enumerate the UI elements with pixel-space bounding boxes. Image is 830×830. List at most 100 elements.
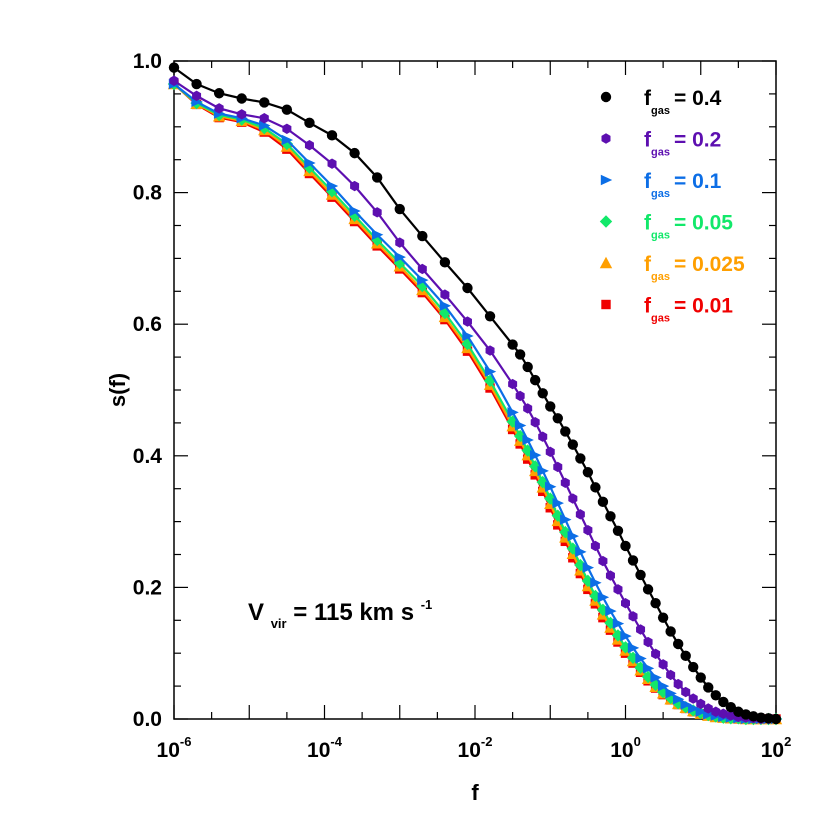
data-point [582,467,594,478]
data-point [688,693,698,704]
data-point [567,439,579,450]
data-point [282,123,292,134]
data-point [650,672,662,683]
data-point [696,698,706,710]
legend-item: fgas= 0.1 [600,170,722,200]
legend-item: fgas= 0.025 [599,253,745,283]
data-point [281,104,293,115]
data-point [484,311,496,322]
data-point [394,251,406,263]
data-point [688,703,700,714]
data-point [601,133,611,144]
data-point [627,642,640,654]
data-point [214,103,224,114]
data-point [575,509,585,520]
data-point [537,465,549,477]
data-point [620,630,632,642]
data-point [600,91,612,103]
data-point [395,237,405,248]
data-point [575,453,586,464]
data-point [536,475,549,489]
data-point [417,274,429,286]
data-point [611,629,625,642]
data-point [612,618,625,629]
data-point [304,157,316,169]
data-point [514,349,526,360]
data-point [514,420,527,431]
data-point [485,345,495,356]
annotation-vvir: V vir = 115 km s -1 [248,597,432,634]
data-point [672,694,685,705]
data-point [371,172,383,183]
legend-item: fgas= 0.2 [601,129,721,159]
data-point [763,713,774,724]
data-point [545,481,557,492]
legend-label: fgas= 0.025 [644,253,745,283]
data-point [394,203,405,215]
data-point [522,361,533,373]
x-tick-label: 10-4 [307,734,343,762]
data-point [703,703,713,714]
data-point [169,75,179,86]
series-2 [169,75,781,725]
data-point [372,207,382,218]
legend: fgas= 0.4 fgas= 0.2 fgas= 0.1 fgas= 0.05 fga… [599,87,745,325]
axis-ticks [173,60,777,720]
data-point [666,669,676,681]
data-point [726,710,736,721]
data-point [417,263,427,275]
data-point [711,706,721,717]
data-point [600,174,613,186]
data-point [529,460,542,473]
data-point [681,686,691,698]
data-point [635,569,646,581]
data-point [641,670,655,684]
data-point [507,407,519,418]
data-point [191,78,202,90]
data-point [703,682,714,693]
data-point [537,388,548,399]
data-point [657,612,669,623]
data-point [523,403,533,414]
data-point [440,289,450,300]
x-axis-label: f [471,780,479,805]
data-point [439,257,451,268]
data-point [484,366,497,377]
data-point [304,117,315,129]
data-point [597,496,609,508]
svg-text:V vir = 115 km s: V vir = 115 km s -1 [248,597,432,634]
y-tick-label: 1.0 [133,50,162,73]
series-1 [168,62,782,725]
data-point [650,597,661,609]
data-point [665,626,676,637]
data-point [718,708,728,719]
data-point [657,680,670,692]
legend-label: fgas= 0.05 [644,212,733,242]
data-point [326,130,338,141]
data-point [649,678,662,691]
data-point [559,525,572,539]
y-axis-label: s(f) [105,373,130,407]
data-point [582,562,595,573]
legend-label: fgas= 0.1 [644,170,722,200]
data-point [538,431,548,442]
y-tick-label: 0.4 [133,445,163,468]
data-point [597,592,610,603]
data-point [462,282,473,294]
data-point [583,524,593,536]
data-point [213,88,225,99]
x-tick-label: 10-6 [157,734,192,762]
data-point [552,497,564,509]
data-point [575,546,587,558]
data-point [530,417,540,428]
data-point [620,597,631,609]
data-point [620,540,631,552]
data-point [590,577,602,588]
x-tick-label: 10-2 [458,734,493,762]
data-point [192,90,202,102]
x-tick-label: 100 [610,734,641,762]
data-point [371,229,384,240]
data-point [590,482,601,493]
data-point [643,636,653,648]
data-point [553,461,563,473]
